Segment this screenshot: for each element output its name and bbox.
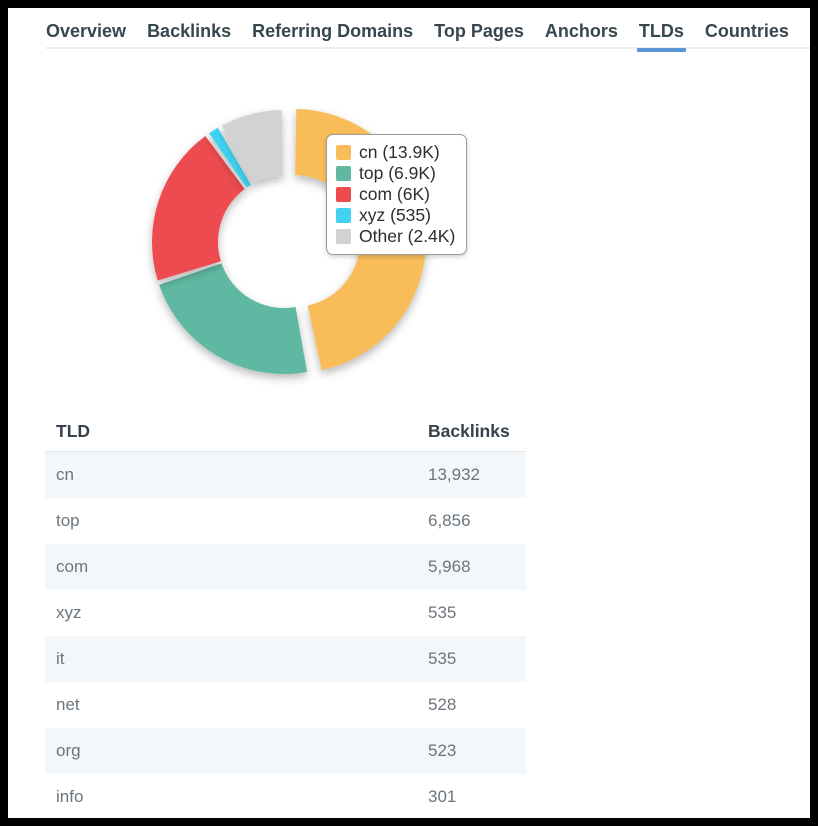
table-body: cn 13,932 top 6,856 com 5,968 xyz 535 it… [45, 452, 526, 818]
table-row: cn 13,932 [45, 452, 526, 498]
tld-cell: info [56, 787, 84, 806]
report-tabbar: Overview Backlinks Referring Domains Top… [45, 15, 806, 57]
column-header-tld: TLD [56, 421, 91, 441]
legend-item-other[interactable]: Other (2.4K) [336, 226, 455, 247]
content-area: Overview Backlinks Referring Domains Top… [8, 8, 810, 818]
chart-legend: cn (13.9K) top (6.9K) com (6K) xyz (535)… [326, 134, 468, 255]
tabbar-divider [46, 47, 810, 49]
backlinks-cell: 523 [428, 741, 457, 760]
backlinks-cell: 535 [428, 603, 457, 622]
tld-cell: top [56, 511, 80, 530]
tld-cell: org [56, 741, 81, 760]
tab-top-pages[interactable]: Top Pages [434, 21, 524, 41]
tld-cell: xyz [56, 603, 82, 622]
tab-backlinks[interactable]: Backlinks [147, 21, 232, 41]
legend-label-xyz: xyz (535) [359, 205, 431, 225]
tld-cell: com [56, 557, 89, 576]
xyz-swatch-icon [336, 208, 351, 223]
backlinks-cell: 535 [428, 649, 457, 668]
tab-countries[interactable]: Countries [704, 21, 789, 41]
table-row: org 523 [45, 728, 526, 774]
table-row: com 5,968 [45, 544, 526, 590]
com-swatch-icon [336, 187, 351, 202]
table-header-row: TLD Backlinks [45, 412, 526, 452]
table-row: xyz 535 [45, 590, 526, 636]
backlinks-cell: 13,932 [428, 465, 480, 484]
tld-cell: it [56, 649, 65, 668]
table-row: it 535 [45, 636, 526, 682]
donut-slice-top[interactable] [159, 263, 308, 374]
backlinks-cell: 528 [428, 695, 457, 714]
top-swatch-icon [336, 166, 351, 181]
tld-cell: net [56, 695, 80, 714]
tab-anchors[interactable]: Anchors [544, 21, 618, 41]
backlinks-cell: 301 [428, 787, 457, 806]
legend-item-xyz[interactable]: xyz (535) [336, 205, 455, 226]
tld-cell: cn [56, 465, 74, 484]
table-row: info 301 [45, 774, 526, 818]
donut-slice-xyz[interactable] [209, 127, 251, 188]
legend-item-top[interactable]: top (6.9K) [336, 163, 455, 184]
donut-slice-com[interactable] [151, 136, 245, 281]
legend-item-com[interactable]: com (6K) [336, 184, 455, 205]
legend-item-cn[interactable]: cn (13.9K) [336, 142, 455, 163]
tld-table: TLD Backlinks cn 13,932 top 6,856 com 5,… [45, 412, 526, 818]
backlinks-cell: 6,856 [428, 511, 471, 530]
tab-tlds[interactable]: TLDs [636, 15, 686, 54]
donut-slice-other[interactable] [221, 110, 283, 184]
column-header-backlinks: Backlinks [428, 421, 510, 441]
legend-label-cn: cn (13.9K) [359, 142, 440, 162]
legend-label-top: top (6.9K) [359, 163, 436, 183]
tab-overview[interactable]: Overview [46, 21, 127, 41]
cn-swatch-icon [336, 145, 351, 160]
legend-label-other: Other (2.4K) [359, 226, 456, 246]
table-row: top 6,856 [45, 498, 526, 544]
table-row: net 528 [45, 682, 526, 728]
legend-label-com: com (6K) [359, 184, 430, 204]
backlinks-cell: 5,968 [428, 557, 471, 576]
other-swatch-icon [336, 229, 351, 244]
tab-referring-domains[interactable]: Referring Domains [252, 21, 414, 41]
